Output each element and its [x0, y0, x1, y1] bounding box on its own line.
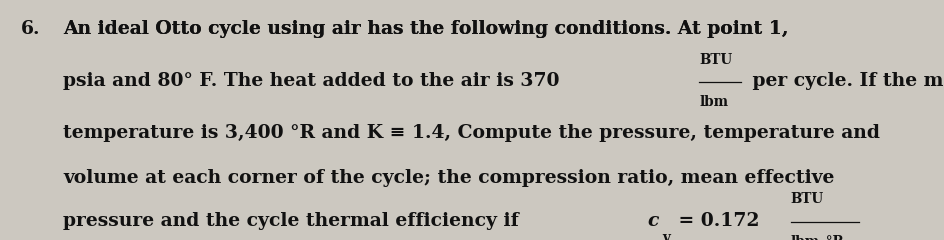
Text: 6.: 6.: [21, 20, 40, 38]
Text: per cycle. If the maximum: per cycle. If the maximum: [745, 72, 944, 90]
Text: An ideal Otto cycle using air has the following conditions. At point 1,: An ideal Otto cycle using air has the fo…: [63, 20, 794, 38]
Text: BTU: BTU: [790, 192, 823, 206]
Text: lbm: lbm: [699, 96, 728, 109]
Text: volume at each corner of the cycle; the compression ratio, mean effective: volume at each corner of the cycle; the …: [63, 169, 834, 187]
Text: lbm–°R: lbm–°R: [790, 235, 844, 240]
Text: BTU: BTU: [699, 53, 732, 66]
Text: An ideal Otto cycle using air has the following conditions. At point 1,: An ideal Otto cycle using air has the fo…: [63, 20, 794, 38]
Text: v: v: [662, 231, 669, 240]
Text: pressure and the cycle thermal efficiency if: pressure and the cycle thermal efficienc…: [63, 212, 525, 230]
Text: = 0.172: = 0.172: [671, 212, 765, 230]
Text: psia and 80° F. The heat added to the air is 370: psia and 80° F. The heat added to the ai…: [63, 72, 565, 90]
Text: temperature is 3,400 °R and K ≡ 1.4, Compute the pressure, temperature and: temperature is 3,400 °R and K ≡ 1.4, Com…: [63, 124, 879, 142]
Text: c: c: [647, 212, 658, 230]
